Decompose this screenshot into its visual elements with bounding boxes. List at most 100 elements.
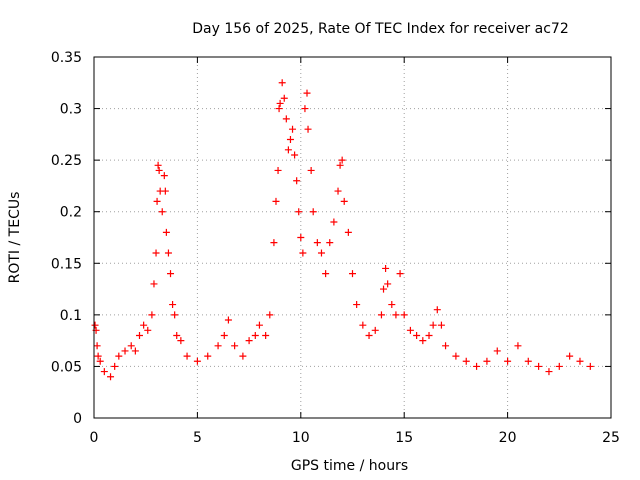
y-tick-label: 0	[73, 411, 82, 427]
data-point	[380, 285, 388, 293]
data-point	[313, 239, 321, 247]
data-point	[377, 311, 385, 319]
data-point	[278, 79, 286, 87]
data-point	[173, 331, 181, 339]
data-point	[255, 321, 263, 329]
y-tick-label: 0.1	[60, 308, 82, 324]
data-point	[309, 208, 317, 216]
data-point	[127, 342, 135, 350]
data-point	[150, 280, 158, 288]
data-point	[162, 228, 170, 236]
data-point	[336, 161, 344, 169]
data-point	[307, 166, 315, 174]
data-point	[545, 368, 553, 376]
data-point	[442, 342, 450, 350]
data-point	[473, 362, 481, 370]
data-point	[371, 326, 379, 334]
data-point	[274, 166, 282, 174]
y-tick-label: 0.2	[60, 205, 82, 221]
data-point	[349, 270, 356, 278]
data-point	[576, 357, 584, 365]
data-point	[135, 331, 143, 339]
y-tick-label: 0.3	[60, 102, 82, 118]
data-point	[160, 172, 168, 180]
data-point	[303, 89, 311, 97]
data-point	[555, 362, 563, 370]
data-point	[359, 321, 367, 329]
data-point	[322, 270, 330, 278]
x-axis-label: GPS time / hours	[291, 458, 408, 474]
data-point	[304, 125, 312, 133]
data-point	[419, 337, 427, 345]
data-point	[121, 347, 129, 355]
data-point	[111, 362, 119, 370]
data-point	[493, 347, 501, 355]
data-point	[266, 311, 274, 319]
data-point	[392, 311, 400, 319]
x-tick-label: 5	[193, 430, 202, 446]
data-point	[317, 249, 325, 257]
data-point	[400, 311, 408, 319]
data-point	[586, 362, 594, 370]
data-point	[93, 342, 101, 350]
data-point	[425, 331, 433, 339]
data-point	[107, 373, 115, 381]
data-point	[535, 362, 543, 370]
data-point	[96, 357, 104, 365]
data-point	[158, 208, 166, 216]
grid	[94, 57, 611, 418]
data-point	[483, 357, 491, 365]
data-point	[280, 94, 288, 102]
y-tick-label: 0.15	[51, 256, 82, 272]
data-point	[239, 352, 247, 360]
y-tick-label: 0.35	[51, 50, 82, 66]
data-point	[524, 357, 532, 365]
data-point	[275, 105, 283, 113]
data-point	[214, 342, 222, 350]
x-tick-label: 0	[90, 430, 99, 446]
data-point	[155, 166, 163, 174]
plot-frame	[93, 56, 612, 419]
data-point	[433, 306, 441, 314]
data-point	[297, 234, 305, 241]
chart-title: Day 156 of 2025, Rate Of TEC Index for r…	[192, 21, 568, 37]
data-point	[504, 357, 512, 365]
data-point	[514, 342, 522, 350]
data-point	[91, 321, 99, 329]
data-point	[164, 249, 172, 257]
data-point	[353, 301, 361, 309]
x-tick-label: 25	[602, 430, 620, 446]
data-point	[245, 337, 253, 345]
data-point	[231, 342, 239, 350]
data-point	[334, 187, 342, 195]
data-point	[204, 352, 212, 360]
data-point	[148, 311, 156, 319]
data-point	[161, 187, 169, 195]
data-point	[100, 368, 108, 376]
data-point	[382, 264, 390, 272]
data-point	[193, 357, 201, 365]
y-axis-label: ROTI / TECUs	[7, 192, 23, 284]
data-point	[115, 352, 123, 360]
data-point	[276, 99, 284, 107]
data-point	[131, 347, 139, 355]
data-point	[167, 270, 175, 278]
data-point	[429, 321, 437, 329]
data-point	[270, 239, 278, 247]
x-tick-label: 20	[499, 430, 517, 446]
data-point	[224, 316, 232, 324]
data-point	[153, 197, 161, 205]
data-point	[284, 146, 292, 154]
data-point	[452, 352, 460, 360]
data-point	[365, 331, 373, 339]
data-point	[289, 125, 297, 133]
data-point	[295, 208, 303, 216]
data-point	[340, 197, 348, 205]
data-point	[152, 249, 160, 257]
data-point	[177, 337, 185, 345]
data-point	[171, 311, 179, 319]
data-point	[183, 352, 191, 360]
data-point	[388, 301, 396, 309]
data-point	[251, 331, 259, 339]
